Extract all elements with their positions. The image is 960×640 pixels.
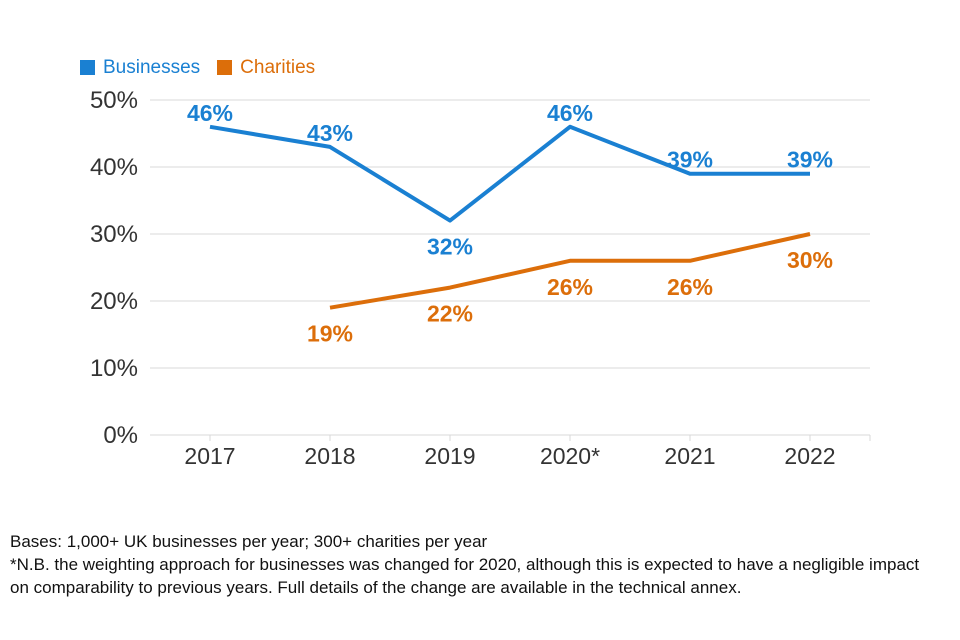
data-label: 39%: [787, 147, 833, 173]
legend-item-charities: Charities: [217, 58, 315, 77]
footnote-nb-line1: *N.B. the weighting approach for busines…: [10, 555, 920, 574]
footnote-bases: Bases: 1,000+ UK businesses per year; 30…: [10, 532, 488, 551]
x-tick-label: 2022: [784, 443, 835, 469]
data-label: 26%: [547, 274, 593, 300]
series-line-businesses: [209, 124, 810, 223]
data-label: 46%: [547, 100, 593, 126]
y-tick-label: 20%: [90, 288, 138, 315]
data-label: 26%: [667, 274, 713, 300]
legend-label-businesses: Businesses: [103, 57, 201, 78]
data-label: 39%: [667, 147, 713, 173]
y-tick-label: 30%: [90, 221, 138, 248]
y-tick-label: 0%: [103, 422, 138, 449]
x-tick-label: 2020*: [540, 443, 600, 469]
data-label: 30%: [787, 247, 833, 273]
footnote-nb-line2: on comparability to previous years. Full…: [10, 578, 742, 597]
data-label: 46%: [187, 100, 233, 126]
x-tick-label: 2019: [424, 443, 475, 469]
y-tick-label: 10%: [90, 355, 138, 382]
footnotes: Bases: 1,000+ UK businesses per year; 30…: [10, 530, 919, 599]
charities-swatch-icon: [217, 60, 233, 75]
legend-label-charities: Charities: [240, 57, 316, 78]
x-tick-label: 2021: [664, 443, 715, 469]
y-tick-label: 50%: [90, 87, 138, 114]
businesses-swatch-icon: [80, 60, 95, 75]
data-label: 19%: [307, 321, 353, 347]
legend-item-businesses: Businesses: [80, 58, 200, 77]
data-label: 32%: [427, 234, 473, 260]
legend: Businesses Charities: [80, 58, 323, 77]
x-tick-label: 2018: [304, 443, 355, 469]
x-tick-label: 2017: [184, 443, 235, 469]
y-tick-label: 40%: [90, 154, 138, 181]
series-line-charities: [329, 232, 811, 310]
line-chart: 0% 10% 20% 30% 40% 50% 2017 2018 2019 2020* 2021 20…: [90, 87, 871, 469]
data-label: 43%: [307, 120, 353, 146]
data-label: 22%: [427, 301, 473, 327]
